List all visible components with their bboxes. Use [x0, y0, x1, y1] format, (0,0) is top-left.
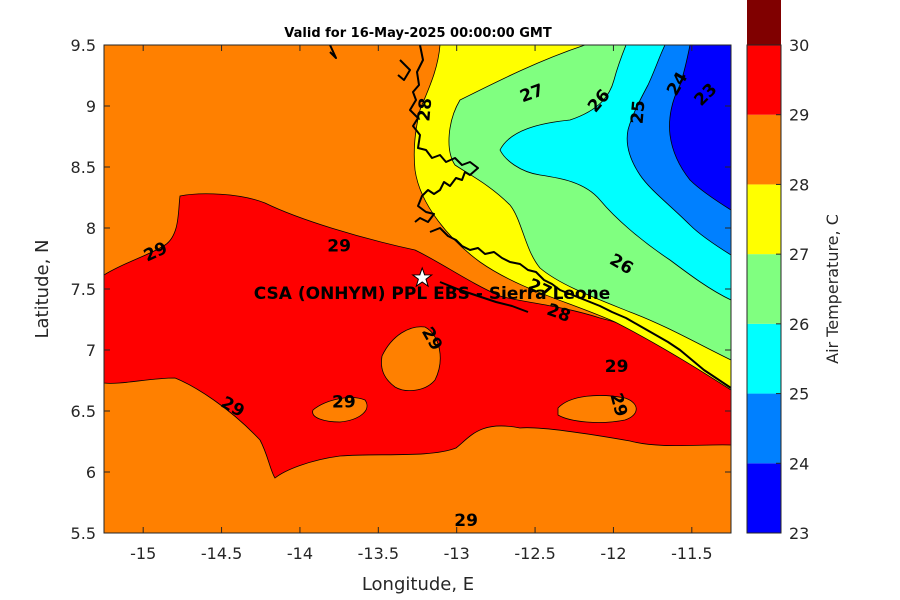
y-tick-label: 7 [86, 341, 96, 360]
region-28-island-b [312, 397, 368, 423]
contour-label: 29 [332, 392, 356, 412]
colorbar-tick-label: 27 [789, 245, 809, 264]
y-axis: 5.5 6 6.5 7 7.5 8 8.5 9 9.5 [71, 36, 731, 543]
colorbar-tick-label: 28 [789, 175, 809, 194]
contour-label: 29 [454, 511, 478, 531]
x-tick-label: -15 [130, 544, 156, 563]
coastline [409, 45, 731, 389]
x-axis-label: Longitude, E [362, 574, 474, 595]
coastline-island [439, 281, 529, 313]
x-tick-label: -13 [444, 544, 470, 563]
y-tick-label: 6 [86, 463, 96, 482]
colorbar-swatch [747, 323, 781, 394]
x-tick-label: -12.5 [514, 544, 555, 563]
region-28-island-a [381, 326, 441, 391]
contour-label: 25 [628, 99, 650, 124]
colorbar-swatch [747, 184, 781, 255]
y-tick-label: 9.5 [71, 36, 96, 55]
site-label: CSA (ONHYM) PPL EBS - Sierra Leone [254, 284, 611, 304]
colorbar: 23 24 25 26 27 28 29 30 [746, 0, 809, 543]
colorbar-swatch [747, 114, 781, 185]
x-axis: -15 -14.5 -14 -13.5 -13 -12.5 -12 -11.5 [130, 45, 713, 563]
colorbar-tick-label: 23 [789, 524, 809, 543]
colorbar-tick-label: 30 [789, 36, 809, 55]
colorbar-swatch [747, 393, 781, 464]
coastline-estuary [329, 45, 411, 81]
y-tick-label: 9 [86, 97, 96, 116]
colorbar-swatch [747, 45, 781, 115]
y-tick-label: 7.5 [71, 280, 96, 299]
contour-label: 29 [605, 357, 629, 377]
x-tick-label: -14.5 [201, 544, 242, 563]
colorbar-swatch [747, 0, 781, 46]
y-tick-label: 8 [86, 219, 96, 238]
y-tick-label: 6.5 [71, 402, 96, 421]
x-tick-label: -13.5 [358, 544, 399, 563]
star-icon [411, 266, 434, 288]
map-title: Valid for 16-May-2025 00:00:00 GMT [284, 26, 552, 41]
colorbar-label: Air Temperature, C [823, 214, 842, 364]
x-tick-label: -14 [287, 544, 313, 563]
colorbar-tick-label: 25 [789, 385, 809, 404]
colorbar-swatch [747, 254, 781, 324]
y-tick-label: 5.5 [71, 524, 96, 543]
contour-label: 29 [327, 236, 351, 256]
contour-label: 28 [414, 97, 436, 122]
colorbar-tick-label: 24 [789, 454, 809, 473]
colorbar-tick-label: 26 [789, 315, 809, 334]
x-tick-label: -12 [600, 544, 626, 563]
region-28-island-c [557, 395, 637, 423]
colorbar-tick-label: 29 [789, 106, 809, 125]
site-marker [411, 266, 434, 288]
map-area [104, 45, 731, 533]
region-23-24 [669, 45, 731, 211]
x-tick-label: -11.5 [671, 544, 712, 563]
colorbar-frame [746, 44, 782, 534]
y-axis-label: Latitude, N [32, 240, 53, 339]
y-tick-label: 8.5 [71, 158, 96, 177]
colorbar-swatch [747, 463, 781, 533]
